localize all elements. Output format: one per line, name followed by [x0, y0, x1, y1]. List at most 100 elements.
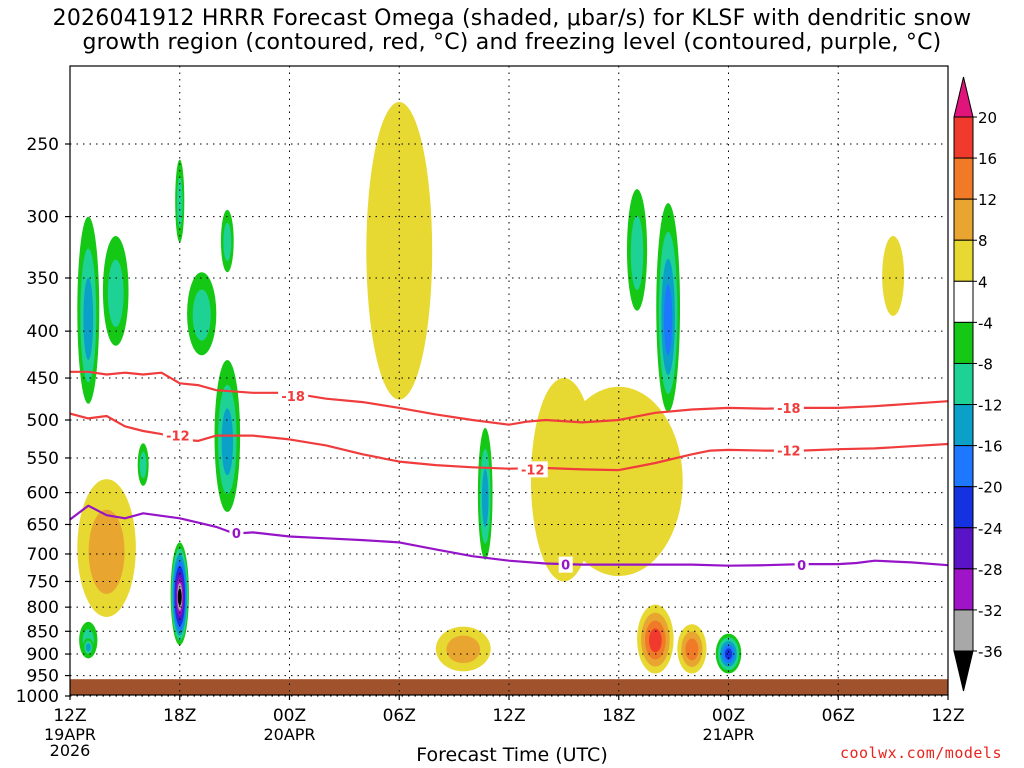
colorbar-swatch-1 [953, 157, 974, 200]
contour-label-layer: -18 -12 -12 -18 -12 0 0 0 [162, 388, 809, 574]
omega-region-20-level-8 [446, 635, 481, 664]
x-year-label-0: 2026 [50, 741, 91, 760]
omega-region-3-level--12 [85, 643, 91, 652]
omega-region-8-level--8 [223, 222, 232, 261]
contour-label-5: 0 [232, 527, 241, 542]
y-tick-label-350: 350 [27, 269, 59, 289]
colorbar-label-12: -32 [978, 602, 1003, 620]
x-tick-label-36: 00Z [712, 706, 745, 726]
omega-region-9-level--12 [221, 408, 233, 476]
ground-surface [70, 679, 948, 695]
colorbar-label-9: -20 [978, 479, 1003, 497]
contour-label-3: -18 [777, 402, 801, 417]
contour-label-bg-3 [773, 399, 804, 416]
colorbar-swatch-3 [953, 239, 974, 282]
x-tick-label-0: 12Z [53, 706, 86, 726]
contour-label-bg-5 [229, 524, 244, 541]
y-axis-ticks: 250 300 350 400 450 500 550 600 650 700 750 800 850 9… [16, 135, 70, 707]
omega-region-7-level--8 [192, 289, 211, 341]
y-tick-label-800: 800 [27, 598, 59, 618]
colorbar-label-2: 12 [978, 191, 997, 209]
x-tick-label-48: 12Z [931, 706, 964, 726]
y-tick-label-900: 900 [27, 645, 59, 665]
omega-region-14-level-4 [366, 102, 433, 400]
omega-region-6-level--36 [177, 588, 182, 606]
colorbar-label-3: 8 [978, 232, 988, 250]
omega-shading-layer [77, 102, 905, 674]
x-tick-label-6: 18Z [163, 706, 196, 726]
contour-label-bg-4 [773, 442, 804, 459]
colorbar-swatch-2 [953, 198, 974, 241]
omega-region-19-level-8 [88, 509, 125, 594]
colorbar-label-7: -12 [978, 397, 1003, 415]
y-tick-label-950: 950 [27, 667, 59, 687]
colorbar-label-11: -28 [978, 561, 1003, 579]
omega-region-18-level-12 [685, 638, 699, 661]
omega-region-21-level-4 [882, 236, 905, 316]
omega-region-17-level-16 [648, 628, 662, 653]
x-tick-label-12: 00Z [273, 706, 306, 726]
contour-label-4: -12 [777, 445, 801, 460]
omega-region-16-level-4 [530, 378, 597, 582]
omega-region-5-level--8 [176, 176, 183, 228]
colorbar-label-6: -8 [978, 355, 993, 373]
colorbar-swatch-4 [953, 280, 974, 323]
colorbar-swatch-6 [953, 362, 974, 406]
y-tick-label-500: 500 [27, 411, 59, 431]
x-date-label-0: 19APR [44, 725, 96, 744]
omega-region-13-level--20 [724, 648, 733, 660]
dendritic-contour-0 [70, 370, 948, 426]
y-tick-label-700: 700 [27, 545, 59, 565]
y-tick-label-450: 450 [27, 369, 59, 389]
colorbar-label-10: -24 [978, 520, 1003, 538]
colorbar-label-13: -36 [978, 643, 1003, 661]
contour-label-1: -12 [166, 430, 190, 445]
y-tick-label-600: 600 [27, 484, 59, 504]
y-tick-label-400: 400 [27, 322, 59, 342]
source-credit: coolwx.com/models [839, 744, 1002, 762]
contour-label-bg-6 [558, 556, 573, 573]
contour-label-6: 0 [561, 559, 570, 574]
y-tick-label-300: 300 [27, 208, 59, 228]
x-date-label-12: 20APR [263, 725, 315, 744]
colorbar-label-5: -4 [978, 314, 993, 332]
x-tick-label-42: 06Z [822, 706, 855, 726]
y-tick-label-250: 250 [27, 135, 59, 155]
colorbar-swatch-10 [953, 527, 974, 570]
contour-label-bg-7 [794, 557, 809, 574]
contour-label-0: -18 [281, 390, 305, 405]
colorbar-swatch-0 [953, 116, 974, 159]
omega-region-0-level--12 [83, 277, 94, 360]
x-tick-label-30: 18Z [602, 706, 635, 726]
contour-label-bg-1 [162, 427, 193, 444]
dendritic-contour-1 [70, 412, 948, 472]
y-tick-label-750: 750 [27, 572, 59, 592]
x-tick-label-18: 06Z [383, 706, 416, 726]
y-tick-label-650: 650 [27, 515, 59, 535]
y-tick-label-550: 550 [27, 449, 59, 469]
contour-label-7: 0 [797, 559, 806, 574]
colorbar-swatch-5 [953, 321, 974, 364]
chart-title-line-1: 2026041912 HRRR Forecast Omega (shaded, … [52, 6, 972, 31]
omega-region-10-level--12 [481, 469, 489, 528]
plot-background [70, 66, 948, 695]
colorbar: 20 16 12 8 4 -4 -8 -12 -16 -20 -24 -28 -32 -36 [953, 76, 1003, 692]
colorbar-bottom-arrow [953, 650, 974, 692]
colorbar-label-8: -16 [978, 438, 1003, 456]
omega-region-4-level--8 [139, 451, 147, 479]
colorbar-label-0: 20 [978, 109, 997, 127]
colorbar-label-1: 16 [978, 150, 997, 168]
x-date-label-36: 21APR [702, 725, 754, 744]
contour-label-2: -12 [521, 463, 545, 478]
colorbar-top-arrow [953, 76, 974, 118]
colorbar-swatch-11 [953, 568, 974, 611]
chart-title-line-2: growth region (contoured, red, °C) and f… [82, 30, 942, 55]
colorbar-swatch-12 [953, 609, 974, 652]
x-axis-label: Forecast Time (UTC) [416, 744, 608, 766]
omega-region-11-level--8 [630, 215, 644, 291]
colorbar-swatch-9 [953, 486, 974, 529]
omega-region-12-level--16 [664, 283, 673, 356]
